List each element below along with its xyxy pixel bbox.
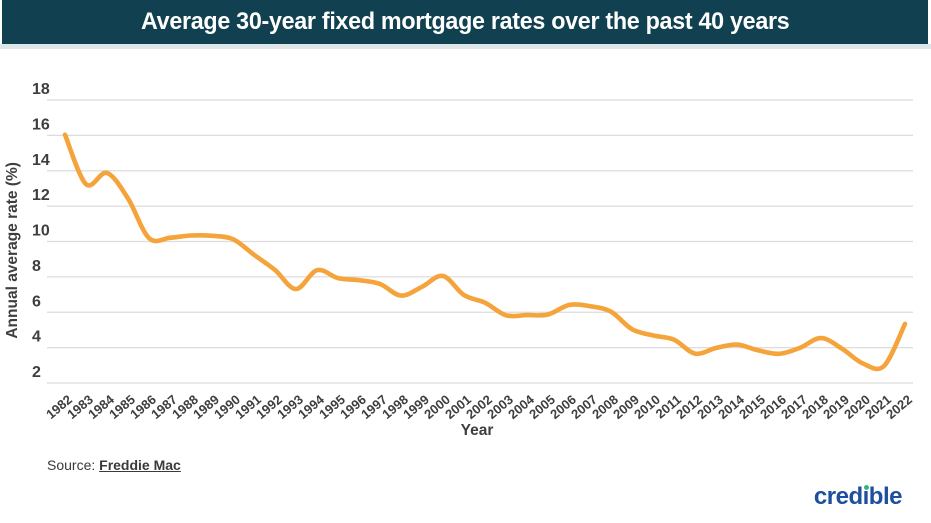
y-tick-label-18: 18 [32,81,50,98]
y-tick-label-10: 10 [32,223,50,240]
source-attribution: Source: Freddie Mac [47,457,181,473]
source-link[interactable]: Freddie Mac [99,457,181,473]
chart-title-banner: Average 30-year fixed mortgage rates ove… [2,0,928,44]
logo-letter-i: ı [862,483,869,510]
y-tick-label-12: 12 [32,187,50,204]
y-tick-label-6: 6 [32,293,41,310]
credible-logo: credı ble [813,483,903,510]
y-axis-title: Annual average rate (%) [4,162,21,339]
y-tick-label-2: 2 [32,364,41,381]
x-axis-title: Year [461,422,494,439]
y-tick-label-16: 16 [32,116,50,133]
banner-bottom-strip [0,44,931,49]
source-prefix: Source: [47,457,100,473]
logo-green-dot-icon [863,484,869,490]
y-tick-label-8: 8 [32,258,41,275]
y-tick-label-4: 4 [32,329,41,346]
y-tick-label-14: 14 [32,152,50,169]
rate-line-series [62,132,908,372]
chart-title: Average 30-year fixed mortgage rates ove… [140,8,790,35]
